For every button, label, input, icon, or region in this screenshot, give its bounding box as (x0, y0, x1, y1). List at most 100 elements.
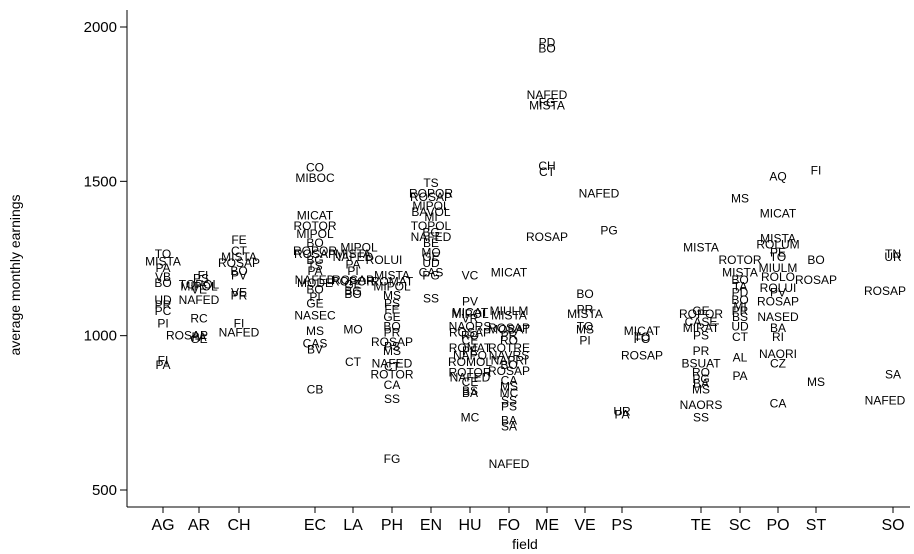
data-point-label: ROTOR (718, 253, 761, 267)
y-tick-label: 1500 (84, 173, 117, 190)
data-point-label: MIPOL (296, 227, 334, 241)
data-point-label: BA (462, 386, 478, 400)
data-point-label: MS (306, 324, 324, 338)
data-point-label: SS (384, 392, 400, 406)
data-point-label: ROSAP (488, 364, 530, 378)
x-tick-label: PS (611, 517, 632, 534)
data-point-label: SS (693, 410, 709, 424)
data-point-label: PR (577, 302, 594, 316)
data-point-label: PS (384, 296, 400, 310)
x-tick-label: PO (766, 517, 789, 534)
data-point-label: CH (538, 159, 555, 173)
data-point-label: PI (309, 290, 320, 304)
data-point-label: MISTA (145, 255, 181, 269)
data-point-label: BS (462, 384, 478, 398)
data-point-label: NAFED (411, 230, 452, 244)
data-point-label: PV (770, 285, 786, 299)
x-tick-label: ME (535, 517, 559, 534)
data-point-label: GE (344, 278, 361, 292)
x-tick-label: EC (304, 517, 326, 534)
data-point-label: NAFED (579, 187, 620, 201)
data-point-label: NAFED (179, 293, 220, 307)
data-point-label: BO (576, 287, 593, 301)
data-point-label: VB (155, 270, 171, 284)
data-point-label: RO (500, 333, 518, 347)
data-point-label: GE (190, 332, 207, 346)
data-point-label: ROSAP (526, 230, 568, 244)
data-point-label: PD (539, 35, 556, 49)
data-point-label: ROSAP (218, 256, 260, 270)
data-point-label: ROSAP (332, 273, 374, 287)
data-point-label: BV (307, 343, 323, 357)
data-point-label: MS (692, 383, 710, 397)
data-point-label: BO (306, 282, 323, 296)
data-point-label: CT (231, 244, 248, 258)
data-point-label: PR (231, 289, 248, 303)
data-point-label: TOPOL (411, 219, 452, 233)
data-point-label: NAFED (295, 273, 336, 287)
data-point-label: ROLO (761, 270, 795, 284)
data-point-label: BO (383, 319, 400, 333)
data-point-label: FI (234, 316, 245, 330)
data-point-label: CT (539, 165, 556, 179)
x-tick-label: HU (458, 517, 481, 534)
data-point-label: BA (693, 377, 709, 391)
x-tick-label: VE (574, 517, 595, 534)
data-point-label: FI (158, 353, 169, 367)
data-point-label: ROSAP (488, 321, 530, 335)
data-point-label: PR (384, 326, 401, 340)
data-point-label: MOBAT (488, 322, 530, 336)
data-point-label: CAS (419, 265, 444, 279)
data-point-label: MS (500, 380, 518, 394)
data-point-label: MS (383, 289, 401, 303)
data-point-label: VC (462, 268, 479, 282)
data-point-label: ROMAT (449, 341, 492, 355)
data-point-label: CASE (685, 315, 718, 329)
data-point-label: MICAT (624, 324, 661, 338)
data-point-label: TA (733, 279, 747, 293)
data-point-label: MICAT (760, 207, 797, 221)
data-point-label: MO (421, 245, 440, 259)
data-point-label: BO (500, 358, 517, 372)
x-tick-label: PH (381, 517, 403, 534)
data-point-label: PG (600, 224, 617, 238)
data-point-label: CT (345, 355, 362, 369)
data-point-label: SS (501, 393, 517, 407)
data-point-label: ROSAP (621, 349, 663, 363)
data-point-label: MISTA (722, 265, 758, 279)
data-point-label: ROPOR (331, 275, 375, 289)
data-point-label: BO (154, 276, 171, 290)
data-point-label: SA (501, 420, 517, 434)
data-point-label: ROMAT (371, 275, 414, 289)
data-point-label: CO (306, 160, 324, 174)
data-point-label: BS (732, 310, 748, 324)
data-point-label: CE (462, 375, 479, 389)
data-point-label: FE (231, 233, 246, 247)
x-tick-label: CH (227, 517, 250, 534)
data-point-label: ROMOL (448, 355, 492, 369)
data-point-label: CT (732, 330, 749, 344)
data-point-label: CA (770, 397, 787, 411)
data-point-label: CT (384, 360, 401, 374)
data-point-label: BA (770, 321, 786, 335)
data-point-label: PE (770, 245, 786, 259)
data-point-label: RO (692, 366, 710, 380)
data-point-label: PG (422, 268, 439, 282)
data-point-label: ROSAP (864, 284, 906, 298)
data-point-label: BG (306, 253, 323, 267)
x-tick-label: AR (188, 517, 210, 534)
data-point-label: GE (383, 310, 400, 324)
data-point-label: FI (198, 268, 209, 282)
data-point-label: PA (155, 358, 170, 372)
data-point-label: RI (772, 330, 784, 344)
data-point-label: MISTA (491, 309, 527, 323)
data-point-label: MICAT (297, 208, 334, 222)
x-tick-label: SC (729, 517, 751, 534)
data-point-label: NAFED (865, 393, 906, 407)
data-point-label: TS (423, 176, 438, 190)
data-point-label: MIPOL (451, 307, 489, 321)
data-point-label: BAVOL (411, 205, 450, 219)
data-point-label: NAFED (333, 250, 374, 264)
data-point-label: MS (731, 191, 749, 205)
